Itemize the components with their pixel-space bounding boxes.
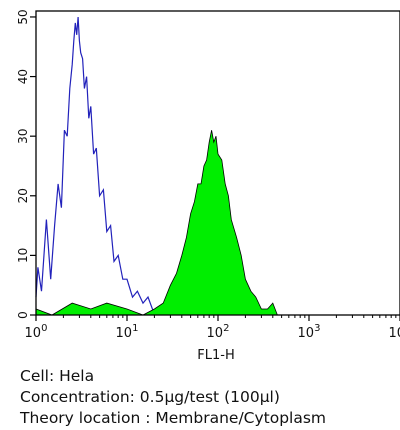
- caption-theory-location: Theory location : Membrane/Cytoplasm: [20, 409, 327, 427]
- y-tick-label: 30: [16, 129, 30, 144]
- plot-series-group: [35, 16, 282, 316]
- y-tick-label: 0: [16, 311, 30, 319]
- y-tick-label: 10: [16, 248, 30, 263]
- x-tick-label: 100: [25, 323, 48, 341]
- axis-ticks-group: 0 10 20 30 40 50 100 101 102 103 104: [16, 9, 400, 341]
- flow-cytometry-histogram: 0 10 20 30 40 50 100 101 102 103 104 FL1-H: [16, 9, 400, 363]
- x-tick-label: 101: [116, 323, 139, 341]
- y-tick-label: 50: [16, 9, 30, 24]
- y-tick-label: 40: [16, 69, 30, 84]
- caption-concentration: Concentration: 0.5µg/test (100µl): [20, 388, 280, 406]
- caption-cell: Cell: Hela: [20, 367, 95, 385]
- series-outline-histogram: [35, 16, 157, 316]
- y-tick-label: 20: [16, 188, 30, 203]
- x-tick-label: 102: [207, 323, 230, 341]
- x-tick-label: 104: [389, 323, 400, 341]
- x-tick-label: 103: [298, 323, 321, 341]
- series-filled-histogram: [35, 130, 282, 316]
- x-axis-label: FL1-H: [197, 348, 234, 363]
